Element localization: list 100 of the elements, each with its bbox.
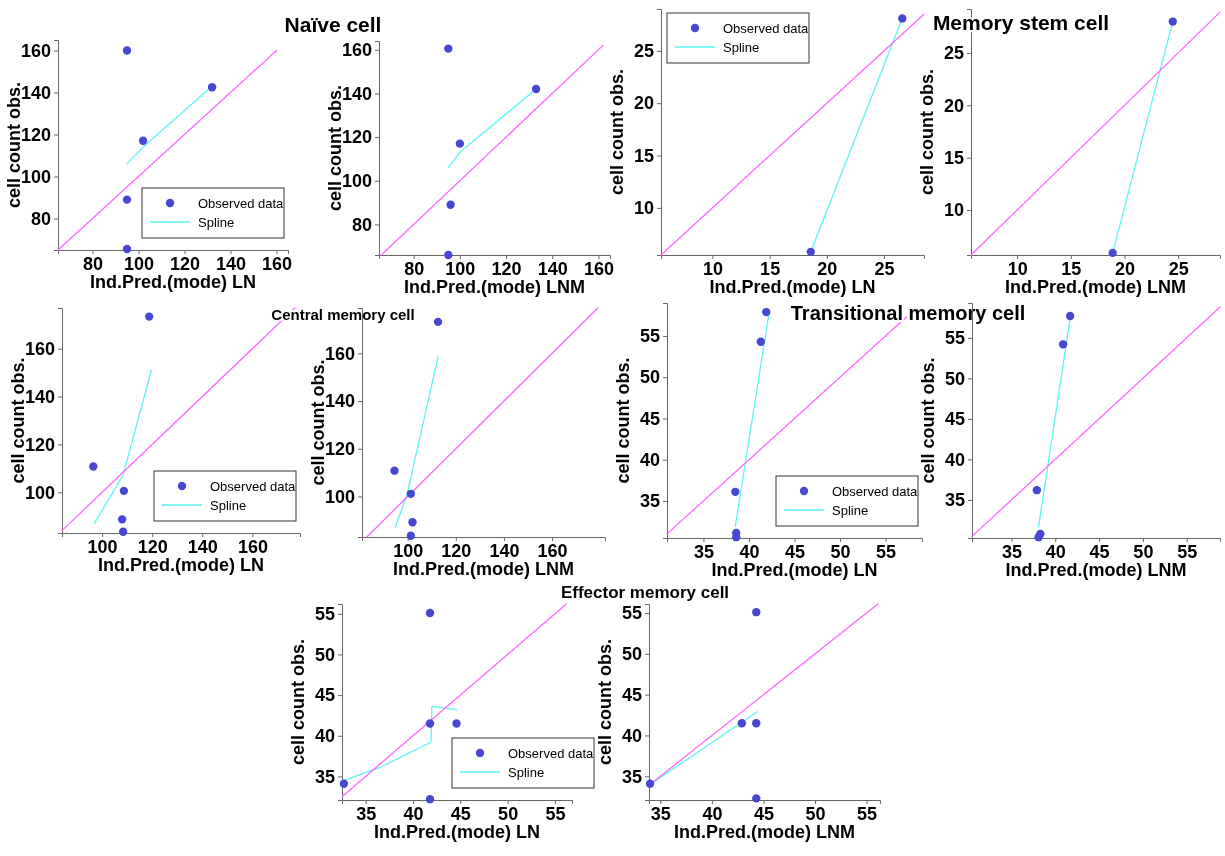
y-tick-label: 160 xyxy=(24,338,55,359)
point xyxy=(425,719,435,728)
y-tick-label: 25 xyxy=(943,43,964,64)
point xyxy=(122,244,132,254)
x-tick-label: 55 xyxy=(876,541,897,562)
point xyxy=(756,337,765,346)
point xyxy=(339,779,349,788)
y-tick-label: 50 xyxy=(621,644,642,665)
y-tick-label: 45 xyxy=(944,409,965,430)
y-tick-label: 35 xyxy=(314,766,335,787)
x-tick-label: 15 xyxy=(1061,258,1082,279)
y-tick-label: 40 xyxy=(639,449,660,470)
legend-label: Spline xyxy=(198,215,235,230)
x-axis-title: Ind.Pred.(mode) LN xyxy=(374,822,540,842)
y-tick-label: 35 xyxy=(944,490,965,511)
y-tick-label: 140 xyxy=(24,386,55,407)
point xyxy=(752,719,761,728)
x-tick-label: 45 xyxy=(784,541,806,562)
y-tick-label: 120 xyxy=(341,127,372,148)
x-tick-label: 55 xyxy=(1177,541,1198,562)
y-tick-label: 10 xyxy=(633,198,654,219)
point xyxy=(122,195,132,204)
y-tick-label: 55 xyxy=(621,603,642,624)
y-tick-label: 55 xyxy=(944,328,965,349)
y-tick-label: 80 xyxy=(351,214,372,235)
point xyxy=(138,136,148,145)
point xyxy=(452,719,461,728)
legend-label: Observed data xyxy=(198,196,285,211)
y-axis-title: cell count obs. xyxy=(595,638,615,766)
y-axis-title: cell count obs. xyxy=(607,68,627,196)
text: Naïve cell xyxy=(284,13,382,36)
y-tick-label: 120 xyxy=(24,434,55,455)
y-tick-label: 45 xyxy=(639,408,660,429)
point xyxy=(762,307,771,317)
text: Effector memory cell xyxy=(560,583,730,602)
y-tick-label: 100 xyxy=(20,166,51,187)
y-tick-label: 35 xyxy=(621,766,642,787)
x-tick-label: 45 xyxy=(753,803,774,824)
x-axis-title: Ind.Pred.(mode) LNM xyxy=(1005,560,1187,580)
x-tick-label: 80 xyxy=(404,258,425,279)
y-tick-label: 160 xyxy=(20,40,51,61)
x-tick-label: 120 xyxy=(169,253,201,274)
point xyxy=(122,46,132,55)
point xyxy=(145,312,154,321)
x-tick-label: 120 xyxy=(137,536,168,557)
point xyxy=(425,608,435,618)
x-tick-label: 55 xyxy=(545,803,566,824)
x-tick-label: 50 xyxy=(830,541,851,562)
x-tick-label: 100 xyxy=(393,540,424,561)
legend-label: Observed data xyxy=(210,479,297,494)
x-tick-label: 35 xyxy=(1001,541,1022,562)
point xyxy=(732,533,741,542)
point xyxy=(446,200,455,209)
x-tick-label: 140 xyxy=(489,540,520,561)
y-tick-label: 140 xyxy=(341,83,372,104)
y-tick-label: 160 xyxy=(324,343,355,364)
point xyxy=(119,486,129,496)
point xyxy=(455,139,465,148)
legend-label: Spline xyxy=(210,498,247,513)
point xyxy=(1058,340,1068,349)
x-tick-label: 120 xyxy=(441,540,472,561)
x-axis-title: Ind.Pred.(mode) LNM xyxy=(393,559,574,579)
x-tick-label: 50 xyxy=(498,803,519,824)
x-tick-label: 140 xyxy=(215,253,247,274)
y-tick-label: 15 xyxy=(943,147,964,168)
y-tick-label: 40 xyxy=(621,725,642,746)
y-tick-label: 100 xyxy=(341,171,372,192)
x-axis-title: Ind.Pred.(mode) LN xyxy=(90,272,256,292)
point xyxy=(1032,486,1042,495)
y-tick-label: 45 xyxy=(621,684,642,705)
x-tick-label: 35 xyxy=(693,541,714,562)
point xyxy=(752,794,761,803)
legend-label: Spline xyxy=(832,503,869,518)
x-tick-label: 45 xyxy=(1089,541,1110,562)
y-tick-label: 50 xyxy=(639,367,660,388)
x-tick-label: 45 xyxy=(450,803,471,824)
x-tick-label: 55 xyxy=(857,803,878,824)
y-tick-label: 50 xyxy=(314,644,335,665)
x-tick-label: 40 xyxy=(739,541,760,562)
point xyxy=(425,795,435,804)
x-tick-label: 20 xyxy=(817,258,838,279)
x-axis-title: Ind.Pred.(mode) LN xyxy=(711,560,878,580)
y-tick-label: 50 xyxy=(944,368,965,389)
x-tick-label: 160 xyxy=(261,253,293,274)
point xyxy=(118,527,128,536)
point xyxy=(117,515,127,524)
x-tick-label: 10 xyxy=(1007,258,1028,279)
y-axis-title: cell count obs. xyxy=(613,357,633,484)
x-axis-title: Ind.Pred.(mode) LNM xyxy=(674,822,855,842)
x-tick-label: 10 xyxy=(702,258,723,279)
y-tick-label: 20 xyxy=(943,95,964,116)
y-tick-label: 120 xyxy=(324,439,355,459)
y-tick-label: 55 xyxy=(314,604,335,625)
x-tick-label: 40 xyxy=(1045,541,1066,562)
y-tick-label: 100 xyxy=(24,482,55,503)
y-tick-label: 40 xyxy=(314,726,335,747)
x-tick-label: 140 xyxy=(187,536,218,557)
point xyxy=(531,84,541,94)
point xyxy=(390,466,399,475)
x-tick-label: 100 xyxy=(445,258,476,279)
